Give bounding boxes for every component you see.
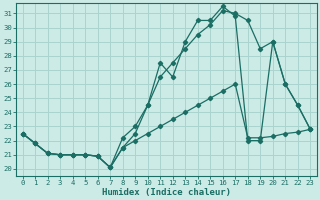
X-axis label: Humidex (Indice chaleur): Humidex (Indice chaleur): [102, 188, 231, 197]
